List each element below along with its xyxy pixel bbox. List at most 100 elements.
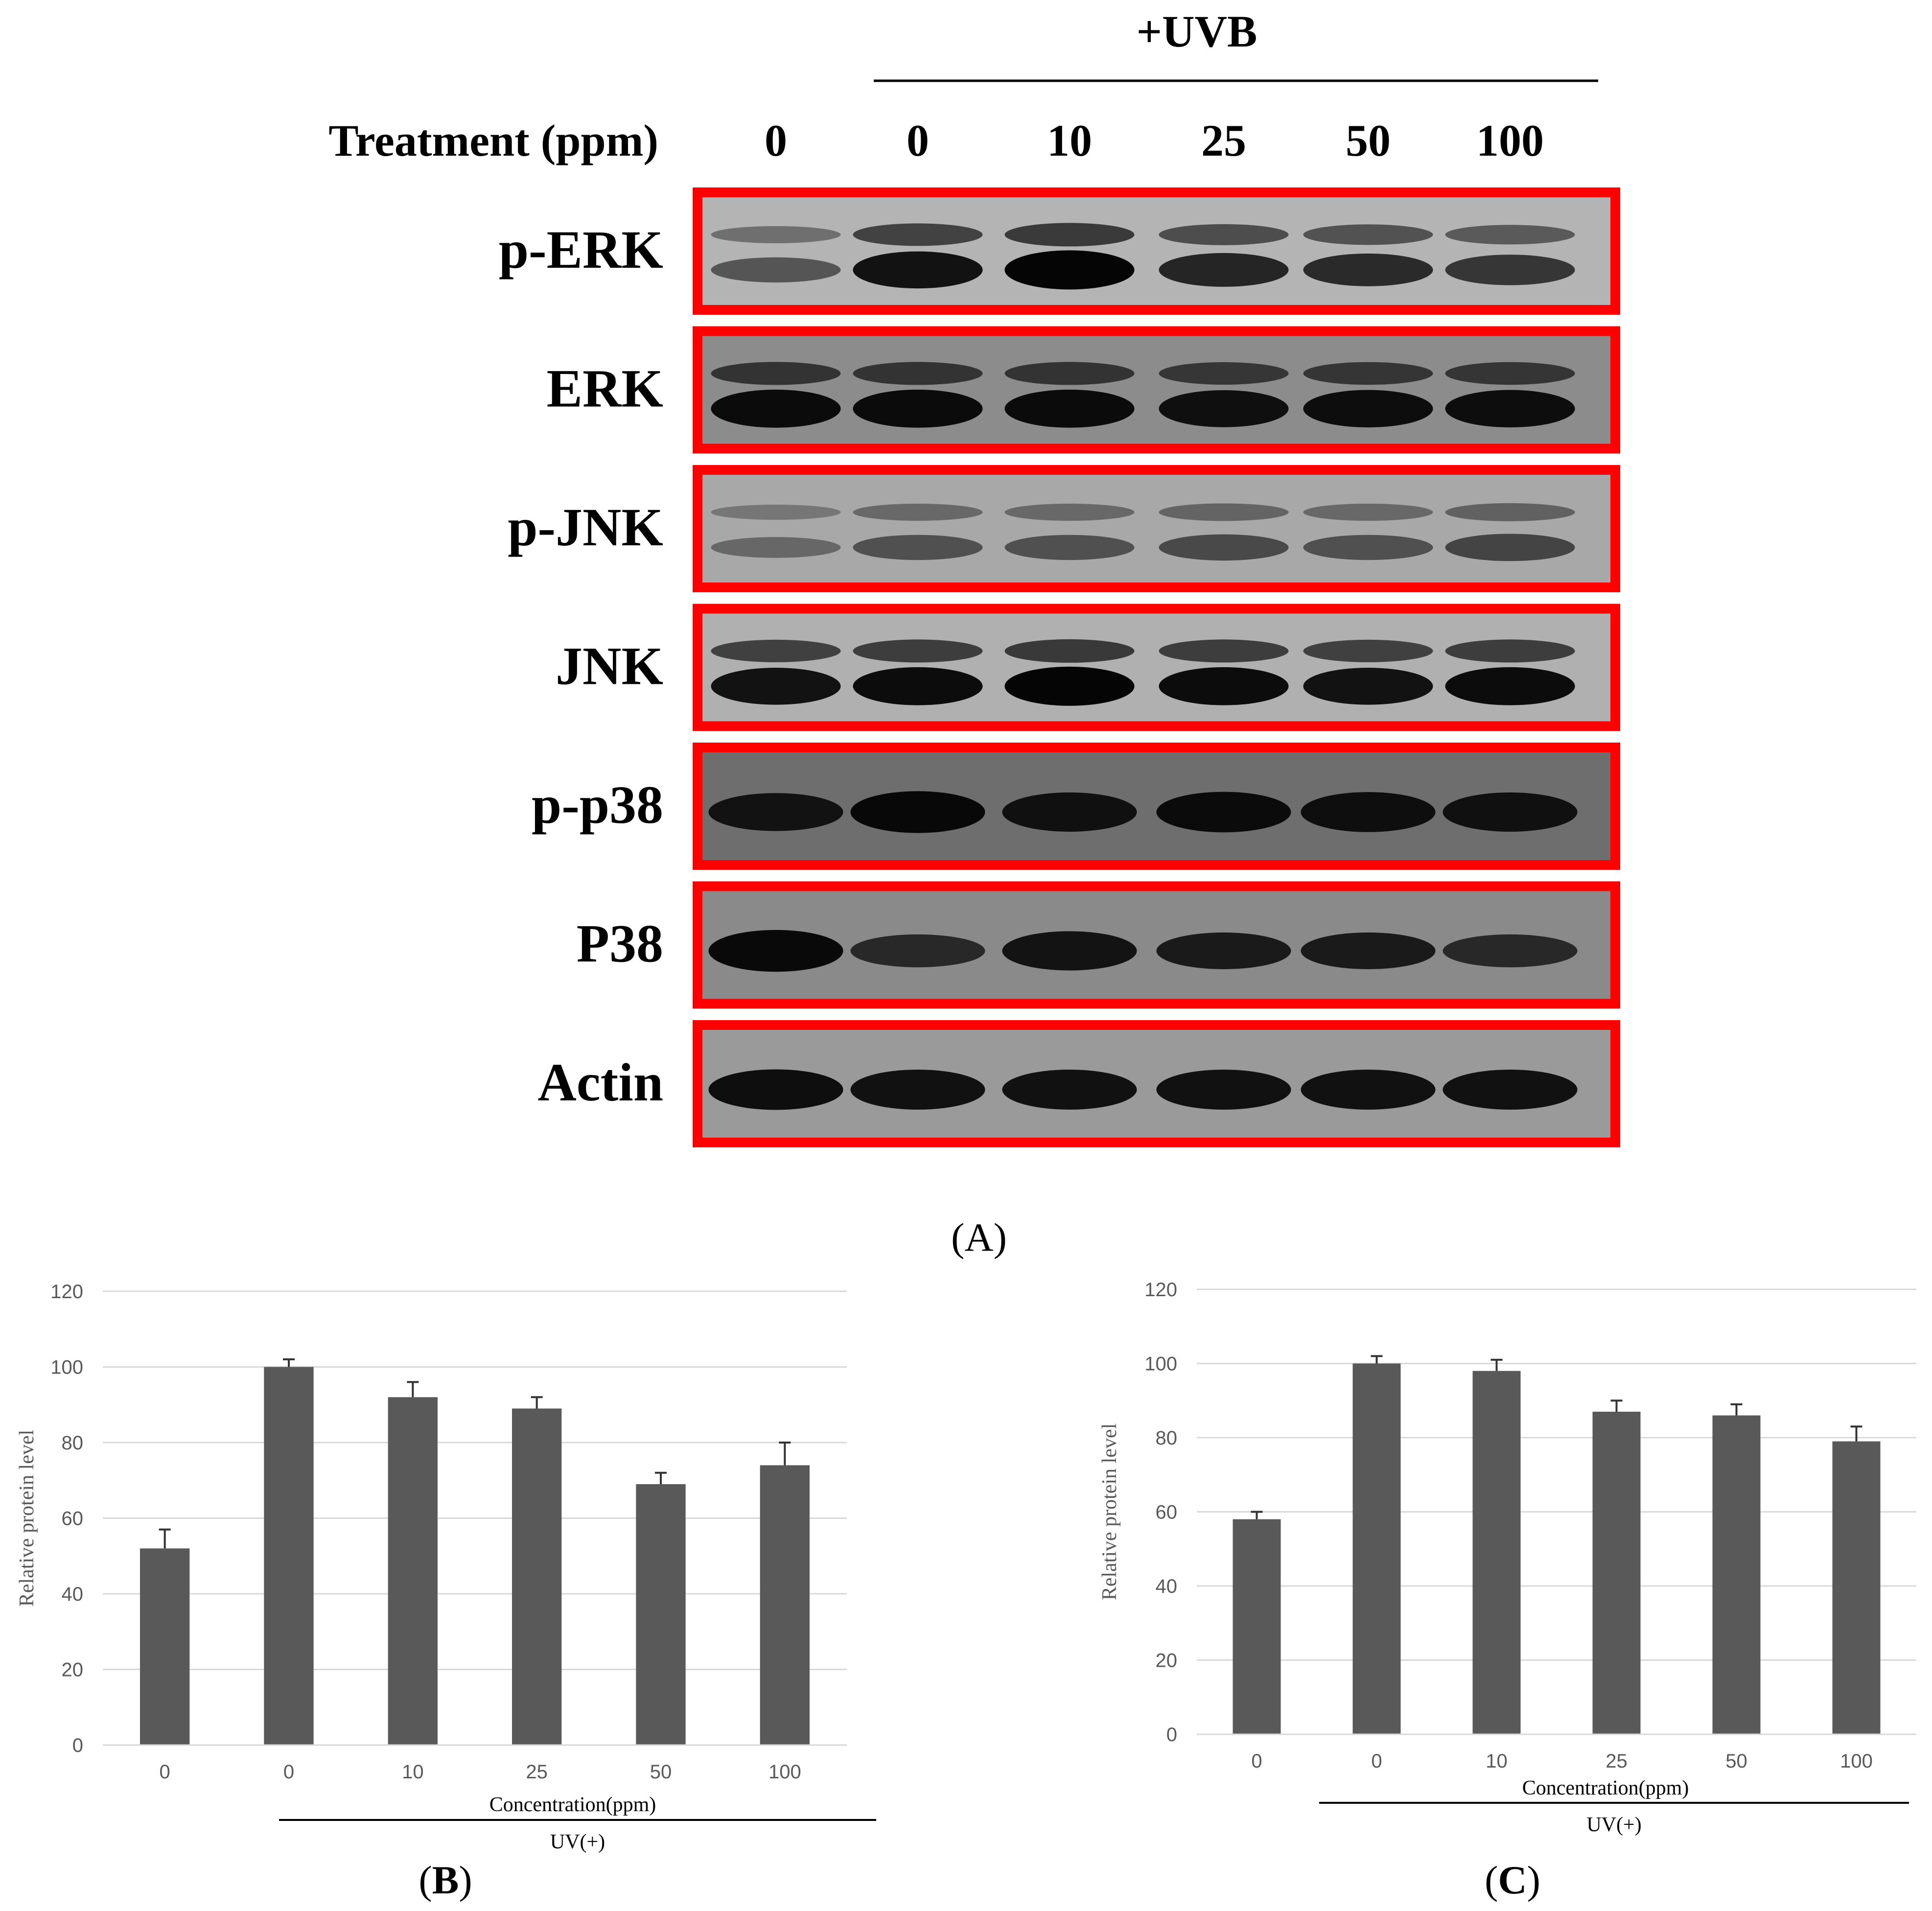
blot-band [1159, 667, 1289, 705]
blot-band [711, 668, 841, 705]
bar [1592, 1411, 1641, 1734]
blot-band [1303, 390, 1433, 428]
blot-row-label: p-ERK [499, 220, 663, 280]
bar [512, 1408, 562, 1745]
blot-band [1004, 362, 1135, 385]
blot-band [1159, 639, 1289, 663]
blot-band [1159, 534, 1289, 561]
blot-band [711, 362, 841, 385]
blot-band [1159, 362, 1289, 385]
bar [1712, 1415, 1761, 1734]
bar [264, 1367, 314, 1745]
blot-band [708, 1069, 843, 1110]
blot-band [711, 226, 841, 243]
blot-row: p-ERK [499, 187, 1620, 315]
bar [636, 1484, 686, 1745]
blot-row: P38 [577, 881, 1620, 1009]
x-tick-label: 100 [768, 1761, 801, 1783]
panel-caption: (C) [1485, 1858, 1540, 1902]
y-tick-label: 100 [50, 1357, 83, 1378]
x-tick-label: 25 [1606, 1750, 1628, 1772]
bar [1352, 1363, 1401, 1734]
western-blot-panel: p-ERK ERK p-JNK JNK p-p38 P38 Actin [499, 187, 1620, 1147]
blot-band [1303, 535, 1433, 560]
blot-band [1303, 503, 1433, 521]
y-tick-label: 20 [1156, 1650, 1178, 1672]
blot-band [1159, 390, 1289, 427]
blot-band [1303, 362, 1433, 385]
chart-c: 0 20 40 60 80 100 120 0 0 10 25 50 100 Concentration(… [1098, 1279, 1916, 1902]
blot-band [853, 667, 983, 705]
blot-band [1159, 253, 1289, 287]
x-tick-label: 50 [650, 1761, 672, 1783]
blot-band [1004, 223, 1135, 247]
blot-frame [693, 1020, 1620, 1147]
blot-band [1159, 503, 1289, 521]
blot-band [1443, 934, 1578, 968]
y-tick-label: 80 [62, 1432, 84, 1454]
blot-band [1303, 668, 1433, 705]
y-axis-label: Relative protein level [16, 1430, 38, 1607]
bar [1233, 1519, 1281, 1734]
blot-band [1156, 1070, 1291, 1110]
bar [760, 1465, 810, 1745]
blot-band [1002, 931, 1137, 971]
blot-band [1156, 932, 1291, 969]
blot-row-label: JNK [556, 636, 663, 696]
x-tick-label: 50 [1725, 1750, 1747, 1772]
lane-label: 50 [1346, 116, 1391, 165]
blot-band [1303, 254, 1433, 286]
y-tick-label: 40 [1156, 1576, 1178, 1597]
blot-band [1159, 224, 1289, 245]
x-tick-label: 10 [1486, 1750, 1508, 1772]
blot-band [1443, 1070, 1578, 1110]
blot-band [1301, 1070, 1436, 1110]
blot-row-label: Actin [537, 1052, 663, 1112]
x-axis-label: Concentration(ppm) [489, 1794, 656, 1816]
blot-band [1004, 390, 1135, 428]
blot-membrane [698, 331, 1615, 449]
blot-band [1445, 255, 1575, 285]
blot-band [853, 535, 983, 560]
y-axis-label: Relative protein level [1098, 1423, 1121, 1601]
bar [140, 1548, 190, 1745]
blot-band [1002, 1070, 1137, 1110]
blot-band [1445, 534, 1575, 561]
blot-band [1004, 666, 1135, 706]
blot-band [1443, 792, 1578, 832]
y-tick-label: 0 [1166, 1724, 1177, 1746]
blot-frame [693, 187, 1620, 315]
blot-frame [693, 326, 1620, 454]
blot-row-label: P38 [577, 914, 663, 974]
blot-band [853, 639, 983, 663]
uvb-label: +UVB [1137, 6, 1257, 56]
bar [1472, 1371, 1521, 1734]
blot-row: p-JNK [508, 465, 1620, 592]
blot-band [850, 1070, 985, 1110]
panel-caption: (B) [419, 1858, 472, 1902]
blot-band [1004, 503, 1135, 521]
blot-band [1445, 362, 1575, 385]
chart-b: 0 20 40 60 80 100 120 0 0 10 25 50 100 Concentration(… [16, 1281, 876, 1902]
blot-band [853, 390, 983, 428]
blot-band [1445, 667, 1575, 705]
blot-band [1445, 503, 1575, 521]
blot-band [708, 930, 843, 972]
blot-band [1445, 390, 1575, 428]
blot-band [1445, 225, 1575, 245]
blot-membrane [698, 608, 1615, 726]
blot-band [853, 251, 983, 289]
blot-band [711, 504, 841, 520]
y-tick-label: 0 [72, 1735, 83, 1756]
treatment-label: Treatment (ppm) [328, 116, 658, 165]
blot-band [711, 639, 841, 662]
blot-band [1004, 535, 1135, 560]
bar [1832, 1441, 1881, 1734]
blot-row: ERK [547, 326, 1620, 454]
y-tick-label: 20 [62, 1659, 84, 1681]
lane-label: 10 [1047, 116, 1092, 165]
blot-band [1156, 792, 1291, 833]
caption-a: (A) [951, 1215, 1007, 1259]
blot-membrane [698, 470, 1615, 587]
